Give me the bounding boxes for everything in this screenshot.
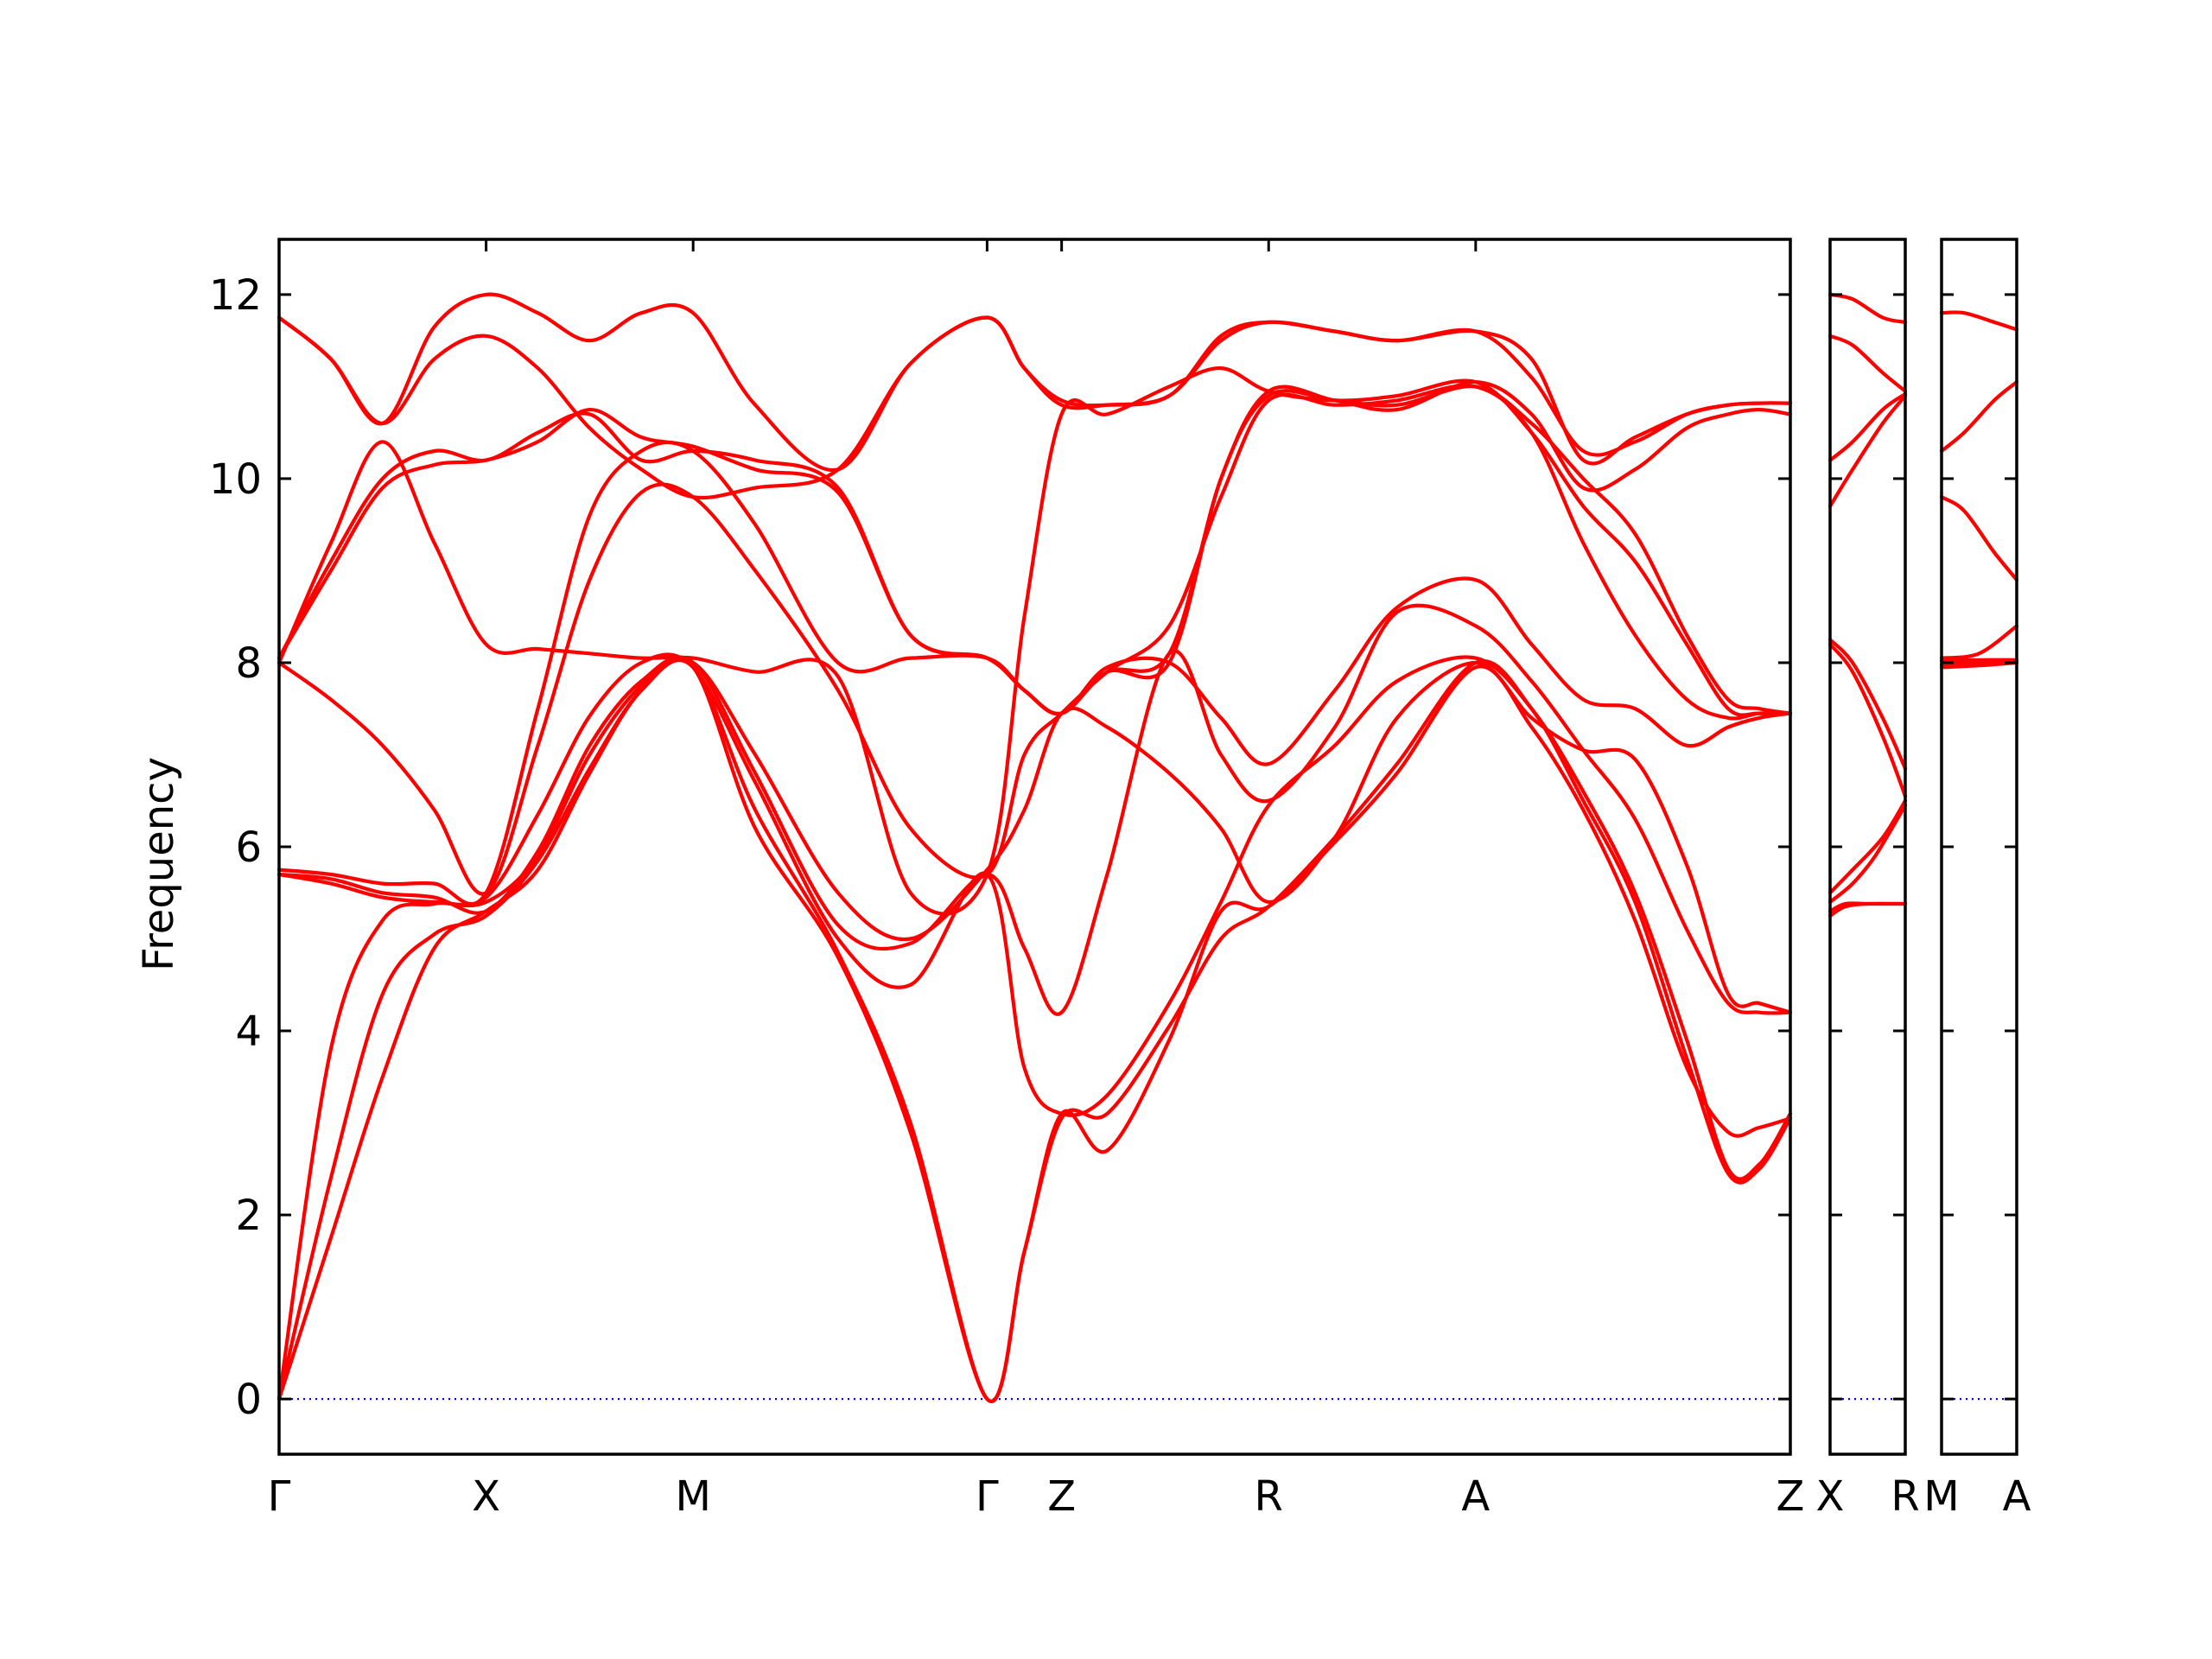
- y-tick-label: 6: [235, 823, 262, 872]
- y-tick-label: 8: [235, 639, 262, 688]
- x-tick-label: X: [1816, 1472, 1845, 1521]
- band-line-2: [1827, 901, 1908, 913]
- x-tick-label: Γ: [976, 1472, 999, 1521]
- panel-frame: [1940, 238, 2018, 1456]
- band-line-3: [276, 657, 1793, 1403]
- y-tick-label: 10: [209, 455, 262, 504]
- band-line-12: [276, 292, 1793, 473]
- x-tick-label: A: [1461, 1472, 1490, 1521]
- x-tick-label: M: [1923, 1472, 1959, 1521]
- band-line-4: [276, 603, 1793, 1016]
- panel-frame: [1828, 238, 1907, 1456]
- band-line-4: [1939, 624, 2019, 660]
- x-tick-label: Z: [1047, 1472, 1076, 1521]
- x-tick-label: Z: [1777, 1472, 1805, 1521]
- band-line-3: [1939, 658, 2019, 663]
- band-line-2: [276, 658, 1793, 1403]
- x-tick-label: X: [472, 1472, 500, 1521]
- y-tick-label: 0: [235, 1376, 262, 1424]
- panel-frame: [277, 238, 1792, 1456]
- band-line-6: [1827, 638, 1908, 771]
- band-line-7: [276, 384, 1793, 896]
- x-tick-label: Γ: [268, 1472, 291, 1521]
- band-line-6: [1939, 380, 2019, 454]
- y-axis-label: Frequency: [135, 757, 183, 971]
- x-tick-label: M: [675, 1472, 710, 1521]
- band-line-5: [1939, 495, 2019, 582]
- band-line-11: [276, 315, 1793, 500]
- band-line-7: [1827, 394, 1908, 508]
- y-tick-label: 4: [235, 1007, 262, 1056]
- x-tick-label: R: [1255, 1472, 1283, 1521]
- y-tick-label: 2: [235, 1192, 262, 1240]
- y-tick-label: 12: [209, 271, 262, 320]
- band-line-4: [1827, 798, 1908, 895]
- band-line-1: [276, 652, 1793, 1402]
- band-line-8: [1827, 391, 1908, 462]
- band-line-5: [1827, 642, 1908, 798]
- band-line-10: [276, 379, 1793, 715]
- band-line-7: [1939, 310, 2019, 332]
- band-line-3: [1827, 804, 1908, 904]
- x-tick-label: A: [2003, 1472, 2031, 1521]
- band-line-8: [276, 365, 1793, 916]
- band-line-6: [276, 440, 1793, 906]
- x-tick-label: R: [1891, 1472, 1919, 1521]
- band-line-10: [1827, 292, 1908, 324]
- band-line-9: [1827, 334, 1908, 393]
